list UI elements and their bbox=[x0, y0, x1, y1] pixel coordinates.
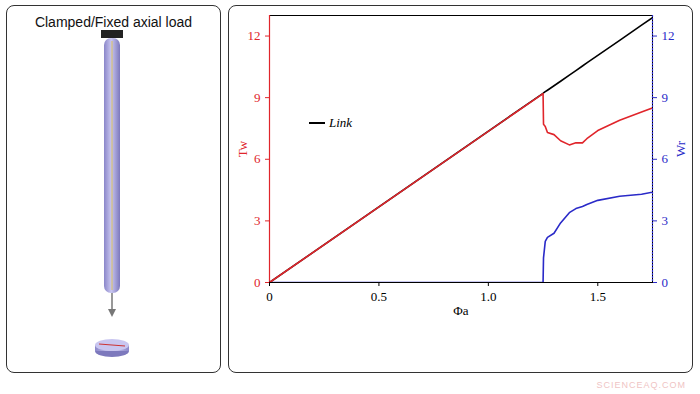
svg-text:1.5: 1.5 bbox=[590, 289, 606, 304]
svg-text:12: 12 bbox=[248, 28, 261, 43]
svg-text:3: 3 bbox=[662, 213, 669, 228]
svg-text:0: 0 bbox=[254, 275, 261, 290]
svg-text:Tw: Tw bbox=[235, 140, 250, 157]
svg-text:9: 9 bbox=[662, 90, 669, 105]
svg-text:Φa: Φa bbox=[453, 303, 469, 318]
html-text:SCIENCEAQ.COM: SCIENCEAQ.COM bbox=[596, 380, 686, 390]
svg-text:0: 0 bbox=[266, 289, 273, 304]
svg-text:0.5: 0.5 bbox=[371, 289, 387, 304]
svg-text:3: 3 bbox=[254, 213, 261, 228]
svg-text:12: 12 bbox=[662, 28, 675, 43]
html-text:Clamped/Fixed axial load: Clamped/Fixed axial load bbox=[34, 14, 193, 30]
svg-text:6: 6 bbox=[662, 151, 669, 166]
html-text:Link: Link bbox=[329, 115, 353, 130]
svg-text:0: 0 bbox=[662, 275, 669, 290]
svg-text:6: 6 bbox=[254, 151, 261, 166]
svg-text:1.0: 1.0 bbox=[480, 289, 496, 304]
svg-text:Wr: Wr bbox=[673, 140, 688, 157]
svg-text:9: 9 bbox=[254, 90, 261, 105]
